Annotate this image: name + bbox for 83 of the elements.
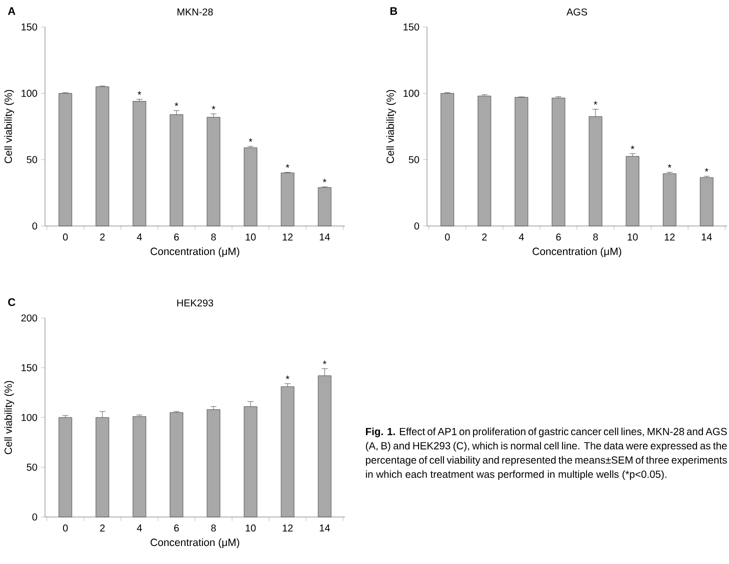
annotation: *	[704, 168, 708, 172]
annotation: *	[322, 360, 326, 364]
y-tick-label: 100	[22, 90, 38, 97]
x-tick-label: 2	[100, 524, 105, 532]
chart-title: MKN-28	[178, 8, 213, 16]
bar	[206, 117, 220, 226]
x-tick-label: 4	[136, 234, 142, 240]
y-tick-label: 50	[26, 156, 38, 164]
bar	[244, 406, 258, 518]
annotation: *	[138, 91, 142, 95]
x-tick-label: 6	[174, 524, 179, 532]
text: Fig. 1. Effect of AP1 on proliferation of gastric cancer cell lines, MKN-28 and AGS (A, B) and HEK293 (C), which is normal cell line. The data were expressed as the percentage of cell viability and represented the means±SEM of three experiments in which each treatment was performed in multiple wells (*p<0.05).	[366, 428, 727, 480]
bar	[206, 409, 220, 518]
x-axis-title: Concentration (μM)	[150, 538, 240, 548]
y-tick-label: 150	[22, 23, 38, 31]
y-tick-label: 100	[22, 414, 38, 422]
x-tick-label: 0	[445, 234, 450, 241]
text: B	[390, 7, 398, 15]
y-tick-label: 150	[22, 364, 38, 372]
y-tick-label: 0	[32, 513, 38, 521]
bar	[318, 187, 332, 226]
x-tick-label: 10	[628, 234, 638, 241]
x-tick-label: 2	[482, 234, 487, 240]
x-tick-label: 14	[320, 524, 330, 532]
x-axis-title: Concentration (μM)	[150, 247, 240, 258]
y-tick-label: 50	[408, 156, 420, 164]
x-tick-label: 10	[246, 524, 256, 532]
annotation: *	[322, 178, 326, 182]
x-tick-label: 14	[320, 234, 330, 240]
bar	[514, 97, 528, 226]
x-tick-label: 0	[63, 234, 68, 241]
x-tick-label: 12	[664, 234, 675, 240]
bar	[132, 101, 146, 226]
chart-title: HEK293	[177, 299, 214, 306]
y-tick-label: 0	[414, 222, 420, 230]
bar	[440, 93, 454, 226]
y-axis-title: Cell viability (%)	[4, 380, 14, 454]
y-tick-label: 0	[32, 222, 38, 230]
bar	[280, 172, 294, 226]
bar	[700, 177, 714, 226]
bar	[552, 98, 566, 226]
bar	[626, 156, 640, 226]
bar	[244, 148, 258, 226]
annotation: *	[668, 164, 672, 168]
bar	[170, 412, 184, 518]
bar	[132, 416, 146, 518]
y-axis-title: Cell viability (%)	[386, 90, 396, 164]
x-tick-label: 2	[100, 234, 105, 240]
y-tick-label: 150	[404, 23, 420, 31]
annotation: *	[286, 164, 290, 168]
annotation: *	[594, 101, 598, 105]
y-tick-label: 50	[26, 464, 38, 471]
bar	[662, 173, 676, 226]
y-axis-title: Cell viability (%)	[4, 90, 14, 164]
annotation: *	[286, 376, 290, 380]
y-tick-label: 200	[21, 314, 38, 322]
bar	[58, 417, 72, 518]
x-tick-label: 12	[282, 524, 293, 532]
bar	[96, 86, 110, 226]
x-tick-label: 8	[211, 524, 216, 532]
annotation: *	[174, 102, 178, 106]
x-tick-label: 14	[702, 234, 712, 240]
chart-title: AGS	[566, 8, 588, 16]
x-tick-label: 8	[211, 234, 216, 241]
bar	[58, 93, 72, 226]
x-tick-label: 8	[593, 234, 598, 241]
x-tick-label: 10	[246, 234, 256, 241]
x-tick-label: 0	[63, 524, 68, 532]
x-tick-label: 6	[556, 234, 561, 241]
x-tick-label: 4	[518, 234, 524, 240]
y-tick-label: 100	[404, 90, 420, 97]
x-tick-label: 6	[174, 234, 179, 241]
x-tick-label: 4	[136, 524, 142, 532]
bar	[478, 96, 492, 226]
bar	[170, 114, 184, 226]
annotation: *	[630, 146, 634, 150]
x-axis-title: Concentration (μM)	[532, 247, 622, 258]
annotation: *	[212, 106, 216, 110]
bar	[280, 386, 294, 518]
annotation: *	[248, 138, 252, 142]
text: C	[8, 298, 16, 306]
text: A	[8, 7, 16, 15]
x-tick-label: 12	[282, 234, 293, 240]
